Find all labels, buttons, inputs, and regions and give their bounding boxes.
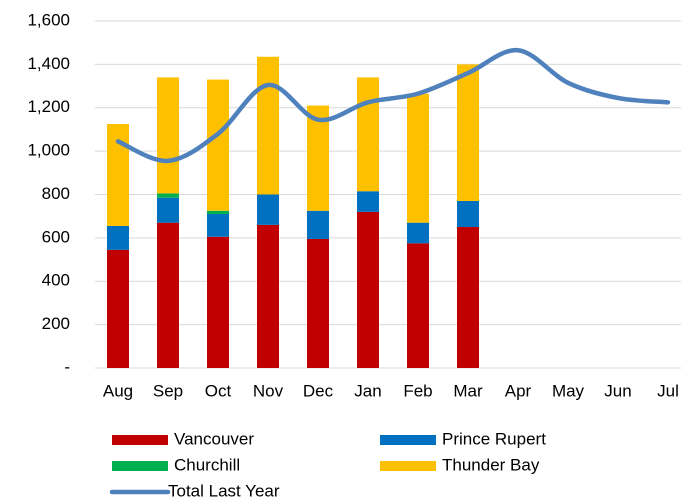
bar-segment [157, 222, 179, 368]
x-tick-label: Dec [303, 381, 334, 400]
bar-segment [157, 197, 179, 223]
y-tick-label: 400 [42, 271, 70, 290]
y-tick-label: 800 [42, 184, 70, 203]
bar-segment [307, 210, 329, 239]
bar-segment [107, 225, 129, 250]
y-tick-label: 1,400 [27, 54, 70, 73]
legend-label: Prince Rupert [442, 429, 546, 448]
x-tick-label: Feb [403, 381, 432, 400]
x-tick-label: May [552, 381, 585, 400]
bar-segment [357, 191, 379, 212]
bar-segment [457, 201, 479, 228]
bar-segment [307, 238, 329, 368]
line-series [115, 48, 671, 164]
bar-segment [157, 193, 179, 198]
bar-segment [107, 249, 129, 368]
bar-segment [357, 77, 379, 192]
bar-segment [207, 236, 229, 368]
bar-segment [257, 224, 279, 368]
y-tick-label: 1,600 [27, 10, 70, 29]
bar-segment [207, 214, 229, 237]
y-tick-label: 200 [42, 314, 70, 333]
legend-swatch [380, 461, 436, 471]
bar-segment [157, 77, 179, 194]
legend-label: Total Last Year [168, 481, 280, 500]
x-tick-label: Oct [205, 381, 232, 400]
x-tick-label: Mar [453, 381, 483, 400]
y-tick-label: 1,200 [27, 97, 70, 116]
x-tick-label: Jul [657, 381, 679, 400]
legend-label: Thunder Bay [442, 455, 540, 474]
legend-label: Vancouver [174, 429, 254, 448]
bar-segment [357, 211, 379, 368]
bar-segment [457, 227, 479, 368]
bar-segment [207, 210, 229, 215]
x-tick-label: Aug [103, 381, 133, 400]
bar-segment [407, 93, 429, 223]
bar-segment [257, 194, 279, 225]
bar-segment [207, 79, 229, 211]
legend-swatch [380, 435, 436, 445]
x-tick-label: Jan [354, 381, 381, 400]
x-tick-label: Jun [604, 381, 631, 400]
legend-label: Churchill [174, 455, 240, 474]
x-tick-label: Apr [505, 381, 532, 400]
bar-segment [307, 105, 329, 211]
bar-segment [457, 64, 479, 202]
y-tick-label: - [64, 357, 70, 376]
x-tick-label: Sep [153, 381, 183, 400]
bar-segment [407, 222, 429, 244]
bar-segment [107, 124, 129, 226]
legend-swatch [112, 435, 168, 445]
bar-segment [407, 243, 429, 368]
legend-swatch [112, 461, 168, 471]
y-tick-label: 1,000 [27, 141, 70, 160]
x-tick-label: Nov [253, 381, 284, 400]
bar-segment [257, 56, 279, 195]
y-tick-label: 600 [42, 227, 70, 246]
